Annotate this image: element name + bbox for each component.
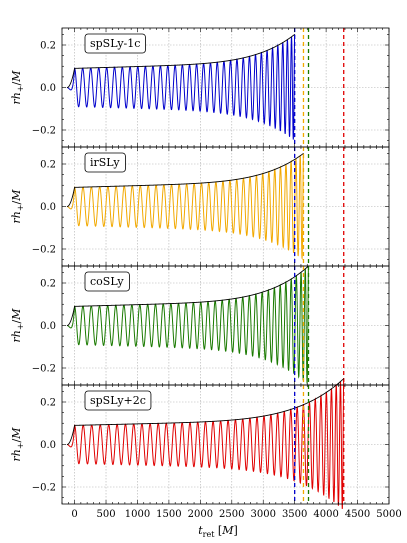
- x-tick-label: 1500: [156, 509, 181, 520]
- panel-label: spSLy-1c: [90, 37, 140, 50]
- envelope-spSLy-1c: [66, 34, 295, 88]
- x-tick-label: 5000: [376, 509, 401, 520]
- y-tick-label: 0.2: [40, 398, 56, 409]
- y-tick-label: −0.2: [32, 126, 56, 137]
- y-tick-label: 0.2: [40, 279, 56, 290]
- x-tick-label: 0: [71, 509, 77, 520]
- waveform-spSLy-1c: [66, 34, 296, 140]
- x-tick-label: 1000: [125, 509, 150, 520]
- panel-label-box: [84, 390, 152, 411]
- envelope-irSLy: [66, 153, 304, 207]
- y-tick-label: 0.2: [40, 160, 56, 171]
- y-axis-label: rh+/M: [10, 189, 25, 224]
- panel-irSLy: −0.2 0.0 0.2 rh+/M irSLy: [10, 146, 390, 267]
- y-tick-label: −0.2: [32, 483, 56, 494]
- panel-label-box: [84, 33, 146, 54]
- panels-group: −0.2 0.0 0.2 rh+/M spSLy-1c −0.2 0.0 0.2 rh+/M ir…: [10, 27, 390, 509]
- panel-spSLy+2c: −0.2 0.0 0.2 rh+/M spSLy+2c: [10, 378, 390, 509]
- x-tick-label: 4500: [345, 509, 370, 520]
- panel-label-box: [84, 152, 126, 173]
- y-tick-label: 0.2: [40, 41, 56, 52]
- y-axis-label: rh+/M: [10, 70, 25, 105]
- y-tick-label: 0.0: [40, 83, 56, 94]
- x-tick-label: 3500: [282, 509, 307, 520]
- y-tick-label: 0.0: [40, 321, 56, 332]
- y-tick-label: −0.2: [32, 245, 56, 256]
- panel-label: irSLy: [90, 156, 120, 169]
- panel-coSLy: −0.2 0.0 0.2 rh+/M coSLy: [10, 265, 390, 386]
- y-tick-label: 0.0: [40, 202, 56, 213]
- y-axis-label: rh+/M: [10, 427, 25, 462]
- y-axis-label: rh+/M: [10, 308, 25, 343]
- panel-label-box: [84, 271, 130, 292]
- envelope-spSLy+2c: [66, 378, 344, 445]
- envelope-coSLy: [66, 265, 309, 326]
- panel-label: coSLy: [90, 275, 124, 288]
- y-tick-label: 0.0: [40, 440, 56, 451]
- x-tick-label: 4000: [313, 509, 338, 520]
- x-tick-label: 2000: [188, 509, 213, 520]
- panel-label: spSLy+2c: [90, 394, 146, 407]
- x-axis-label: tret [M]: [198, 524, 238, 539]
- x-tick-label: 500: [96, 509, 115, 520]
- x-tick-label: 3000: [251, 509, 276, 520]
- y-tick-label: −0.2: [32, 364, 56, 375]
- x-tick-label: 2500: [219, 509, 244, 520]
- waveform-irSLy: [66, 153, 304, 261]
- x-tick-labels: 0 500 1000 1500 2000 2500 3000 3500 4000 4500 5000: [71, 509, 401, 520]
- panel-spSLy-1c: −0.2 0.0 0.2 rh+/M spSLy-1c: [10, 27, 390, 148]
